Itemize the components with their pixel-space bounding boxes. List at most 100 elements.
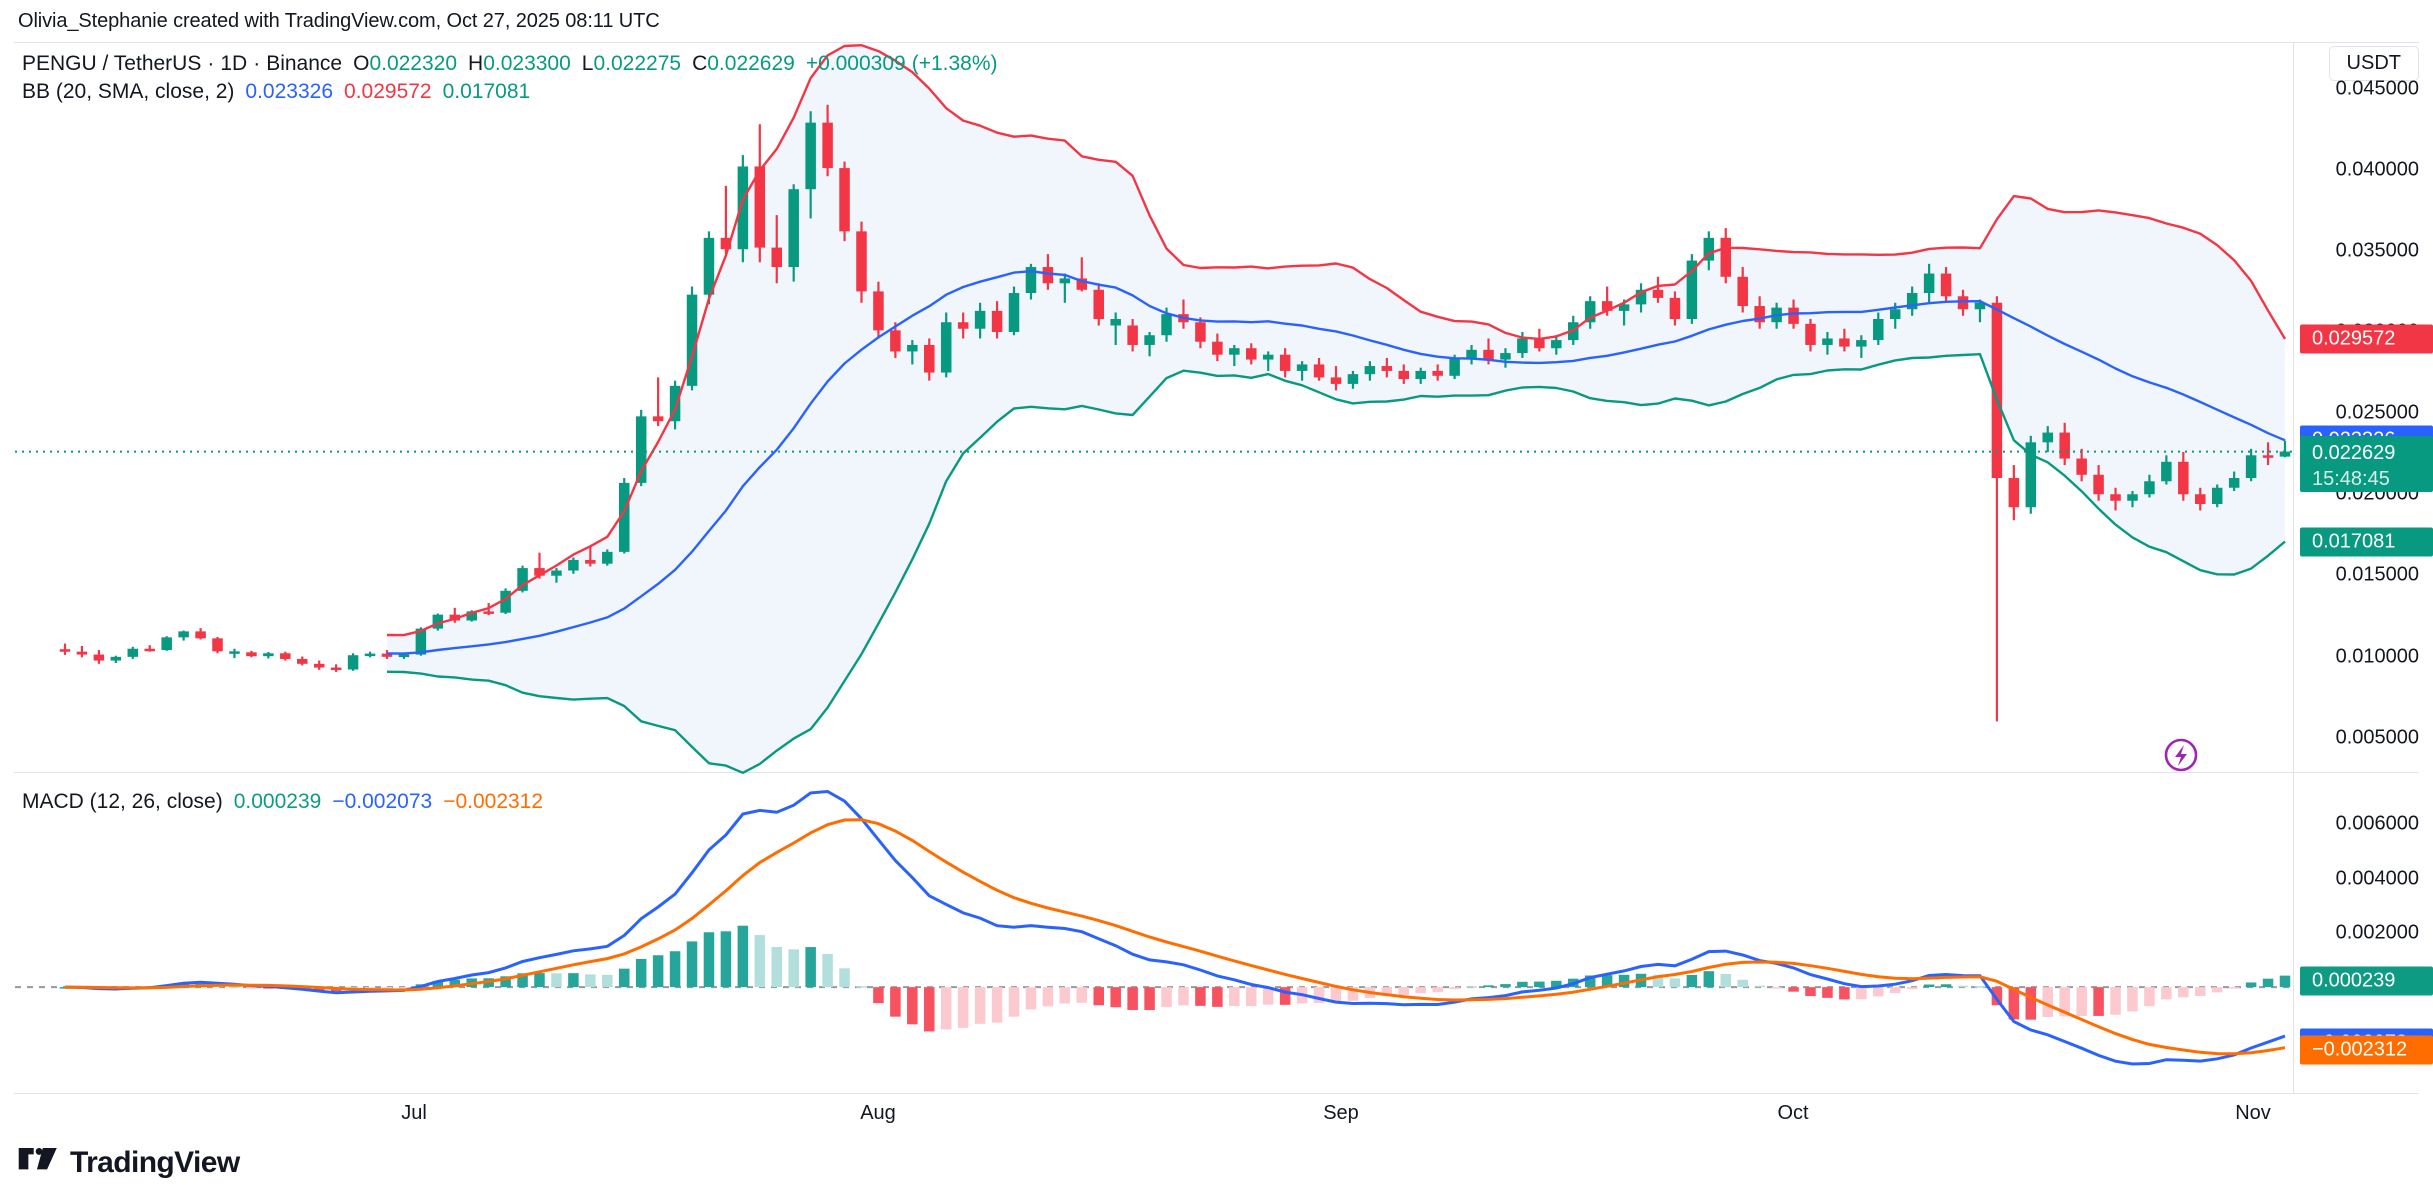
macd-histogram-bar (2127, 987, 2138, 1012)
candle-body (2076, 458, 2087, 475)
macd-histogram-bar (703, 932, 715, 988)
macd-histogram-bar (2245, 982, 2257, 988)
bb-upper-badge[interactable]: 0.029572 (2300, 324, 2433, 354)
candle-body (618, 482, 630, 552)
candle-body (2059, 432, 2070, 459)
macd-histogram-bar (1449, 987, 1460, 990)
candle-body (2279, 451, 2291, 457)
macd-title[interactable]: MACD (12, 26, close) (22, 790, 223, 813)
last-price-badge[interactable]: 0.022629 15:48:45 (2300, 435, 2433, 492)
macd-signal-badge[interactable]: −0.002312 (2300, 1035, 2433, 1065)
time-axis-tick: Jul (401, 1102, 427, 1124)
macd-legend: MACD (12, 26, close) 0.000239 −0.002073 −0.… (22, 788, 543, 815)
price-axis[interactable]: USDT 0.0450000.0400000.0350000.0300000.0… (2294, 42, 2433, 1094)
price-axis-tick: 0.035000 (2335, 239, 2419, 262)
candle-body (652, 416, 664, 422)
candle-body (1957, 296, 1969, 310)
macd-histogram-bar (1754, 985, 1765, 988)
alert-lightning-icon[interactable] (2164, 738, 2198, 772)
currency-chip[interactable]: USDT (2328, 46, 2419, 81)
bb-basis-value: 0.023326 (245, 80, 334, 103)
macd-histogram-bar (1178, 987, 1189, 1006)
ohlc-low-label: L (581, 52, 594, 75)
macd-axis-tick: 0.004000 (2335, 867, 2419, 890)
candle-body (1313, 364, 1325, 378)
macd-histogram-bar (1432, 987, 1443, 993)
macd-histogram-bar (534, 973, 545, 988)
candle-body (1127, 325, 1138, 345)
price-axis-tick: 0.015000 (2335, 563, 2419, 586)
candle-body (1805, 323, 1816, 345)
candle-body (924, 344, 935, 373)
bb-title[interactable]: BB (20, SMA, close, 2) (22, 80, 235, 103)
candle-body (1161, 314, 1172, 336)
candle-body (483, 611, 494, 614)
candle-body (1466, 349, 1477, 358)
candle-body (1703, 237, 1715, 261)
macd-histogram-bar (1076, 987, 1088, 1003)
time-axis-tick: Nov (2235, 1102, 2271, 1124)
candle-body (212, 638, 223, 652)
candle-body (500, 590, 511, 613)
candle-body (2110, 494, 2121, 501)
tradingview-logo-text: TradingView (70, 1146, 240, 1179)
time-axis[interactable]: Jul Aug Sep Oct Nov (0, 1094, 2433, 1134)
candle-body (1754, 306, 1765, 323)
macd-histogram-bar (1381, 987, 1393, 997)
price-axis-divider (2293, 42, 2294, 1094)
bb-lower-badge[interactable]: 0.017081 (2300, 527, 2433, 557)
candle-body (602, 551, 613, 564)
candle-body (2245, 455, 2257, 479)
candle-body (1483, 349, 1494, 360)
macd-histogram-bar (2161, 987, 2172, 1000)
price-axis-tick: 0.025000 (2335, 401, 2419, 424)
macd-histogram-bar (2279, 975, 2291, 988)
macd-histogram-bar (737, 925, 749, 988)
candle-body (635, 416, 647, 483)
macd-hist-badge[interactable]: 0.000239 (2300, 966, 2433, 996)
macd-histogram-bar (1737, 979, 1748, 988)
candle-body (76, 651, 88, 655)
macd-histogram-bar (1483, 985, 1494, 988)
macd-histogram-bar (2178, 987, 2189, 998)
candle-body (1398, 370, 1410, 380)
attribution-text: Olivia_Stephanie created with TradingVie… (18, 10, 660, 32)
macd-histogram-bar (2228, 987, 2240, 989)
macd-histogram-bar (1873, 987, 1884, 997)
macd-histogram-bar (1025, 987, 1037, 1010)
candle-body (1737, 276, 1748, 307)
candle-body (1296, 364, 1308, 371)
legend-sep-1: · (207, 52, 215, 75)
candle-body (890, 330, 901, 352)
macd-histogram-bar (754, 935, 766, 988)
legend-interval[interactable]: 1D (220, 52, 248, 75)
macd-histogram-bar (1923, 984, 1935, 988)
bar-countdown: 15:48:45 (2312, 467, 2390, 490)
macd-histogram-bar (1957, 985, 1969, 988)
candle-body (1008, 293, 1020, 332)
macd-histogram-bar (2025, 987, 2037, 1020)
macd-histogram-bar (1940, 984, 1952, 988)
candle-body (2228, 478, 2240, 488)
price-axis-tick: 0.040000 (2335, 158, 2419, 181)
macd-histogram-bar (1534, 981, 1545, 988)
candle-body (2042, 432, 2054, 443)
macd-histogram-bar (602, 974, 613, 988)
macd-histogram-bar (1686, 974, 1698, 988)
candle-body (1330, 377, 1342, 384)
candle-body (1279, 354, 1291, 371)
candle-body (1246, 348, 1257, 360)
price-axis-tick: 0.005000 (2335, 726, 2419, 749)
macd-histogram-bar (822, 954, 833, 988)
candle-body (534, 568, 545, 576)
candle-body (1517, 338, 1528, 354)
candle-body (2161, 461, 2172, 482)
macd-histogram-bar (1262, 987, 1274, 1005)
legend-symbol[interactable]: PENGU / TetherUS (22, 52, 202, 75)
candle-body (449, 614, 461, 621)
macd-histogram-bar (2262, 978, 2274, 988)
candle-body (788, 189, 799, 268)
candle-body (1652, 289, 1664, 298)
macd-histogram-bar (2093, 987, 2104, 1016)
